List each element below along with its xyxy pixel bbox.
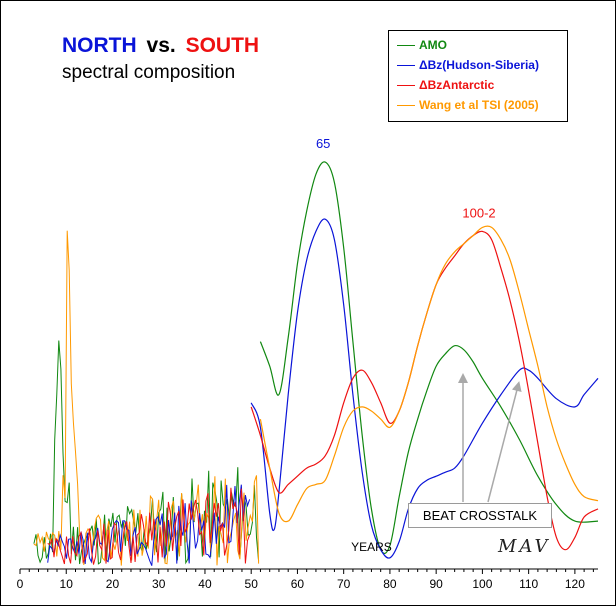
annotations: 65 100-2 YEARS: [316, 136, 522, 554]
title-vs: vs.: [146, 34, 176, 57]
legend-swatch: [397, 104, 415, 106]
legend-item: Wang et al TSI (2005): [397, 97, 539, 113]
x-tick-label: 70: [337, 577, 351, 591]
legend-label: ΔBz(Hudson-Siberia): [419, 58, 539, 72]
x-tick-label: 110: [519, 577, 538, 591]
title-south: SOUTH: [185, 34, 260, 57]
x-tick-label: 30: [152, 577, 166, 591]
signature: MAV: [498, 536, 551, 557]
series-lines: [250, 161, 599, 559]
annotation-peak-65: 65: [316, 136, 330, 151]
x-tick-label: 10: [60, 577, 74, 591]
series-line-1: [250, 218, 599, 559]
chart-title: NORTH vs. SOUTH: [62, 34, 259, 58]
legend-swatch: [397, 44, 415, 46]
noise-wiggle: [47, 487, 251, 565]
annotation-beat-crosstalk: BEAT CROSSTALK: [408, 503, 552, 528]
legend-item: ΔBzAntarctic: [397, 77, 494, 93]
noise-wiggle: [33, 340, 260, 565]
noise-wiggle: [33, 230, 260, 566]
legend-item: AMO: [397, 37, 447, 53]
chart-subtitle: spectral composition: [62, 62, 236, 83]
x-ticks: 0 10 20 30 40 50 60 70 80 90 100 110 120: [17, 569, 594, 591]
x-tick-label: 20: [106, 577, 120, 591]
x-axis-label: YEARS: [351, 540, 392, 554]
legend-item: ΔBz(Hudson-Siberia): [397, 57, 539, 73]
x-tick-label: 50: [245, 577, 259, 591]
legend-swatch: [397, 64, 415, 66]
legend-label: AMO: [419, 38, 447, 52]
low-period-noise: [33, 230, 260, 566]
arrow-to-bz-peak: [487, 381, 522, 503]
x-tick-label: 60: [291, 577, 305, 591]
series-line-3: [259, 225, 599, 523]
series-line-0: [259, 161, 599, 554]
title-north: NORTH: [62, 34, 137, 57]
legend-label: ΔBzAntarctic: [419, 78, 495, 92]
x-tick-label: 90: [429, 577, 443, 591]
x-tick-label: 40: [198, 577, 212, 591]
x-tick-label: 100: [472, 577, 492, 591]
legend-swatch: [397, 84, 415, 86]
x-tick-label: 80: [383, 577, 397, 591]
x-tick-label: 0: [17, 577, 24, 591]
annotation-peak-100: 100-2: [462, 205, 495, 220]
x-tick-label: 120: [565, 577, 585, 591]
legend-label: Wang et al TSI (2005): [419, 98, 539, 112]
legend: AMO ΔBz(Hudson-Siberia) ΔBzAntarctic Wang e…: [388, 30, 568, 122]
